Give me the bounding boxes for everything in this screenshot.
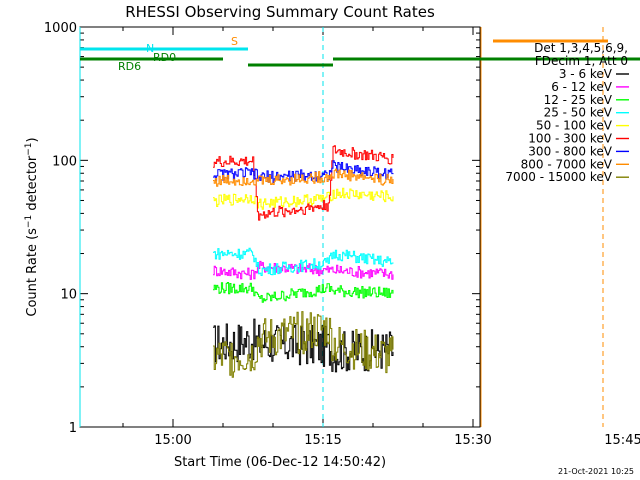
series-trace [213, 247, 394, 276]
series-50-100keV [213, 187, 394, 210]
y-tick-label: 10 [60, 288, 77, 303]
x-tick-label: 15:15 [304, 433, 341, 448]
rd0-label: RD0 [153, 51, 176, 64]
legend-label: 100 - 300 keV [528, 132, 612, 146]
saa-label: S [231, 35, 238, 48]
x-tick-label: 15:00 [154, 433, 191, 448]
x-axis-label: Start Time (06-Dec-12 14:50:42) [174, 455, 386, 470]
series-100-300keV [213, 145, 394, 221]
y-label-sup: −1 [24, 215, 34, 228]
plot-frame [79, 26, 481, 428]
y-axis-label: Count Rate (s−1 detector−1) [24, 137, 40, 316]
series-trace [213, 282, 394, 303]
chart-title: RHESSI Observing Summary Count Rates [125, 3, 435, 21]
series-trace [213, 145, 394, 221]
series-trace [213, 318, 394, 373]
y-label-text: detector [25, 155, 40, 215]
legend-label: 6 - 12 keV [551, 80, 613, 94]
legend-label: 3 - 6 keV [559, 67, 613, 81]
y-tick-label: 1000 [44, 21, 77, 36]
series-trace [213, 187, 394, 210]
legend-label: 50 - 100 keV [536, 119, 613, 133]
legend-label: 800 - 7000 keV [521, 157, 613, 171]
series-trace [213, 168, 394, 187]
series-3-6keV [213, 318, 394, 373]
series-12-25keV [213, 282, 394, 303]
legend-subtitle: FDecim 1, Att 0 [535, 54, 628, 68]
legend-title: Det 1,3,4,5,6,9, [534, 41, 628, 55]
night-label: N [146, 42, 154, 55]
series-7000-15000keV [213, 311, 394, 378]
series-6-12keV [213, 260, 394, 280]
y-label-text: ) [25, 137, 40, 142]
footer-timestamp: 21-Oct-2021 10:25 [558, 467, 634, 476]
legend-label: 12 - 25 keV [544, 93, 613, 107]
series-trace [213, 311, 394, 378]
series-800-7000keV [213, 168, 394, 187]
x-tick-label: 15:30 [454, 433, 491, 448]
legend-label: 25 - 50 keV [544, 106, 613, 120]
legend-label: 300 - 800 keV [528, 144, 612, 158]
series-25-50keV [213, 247, 394, 276]
y-label-text: Count Rate (s [25, 228, 40, 317]
x-tick-label: 15:45 [604, 433, 640, 448]
y-tick-label: 100 [52, 154, 77, 169]
y-label-sup: −1 [24, 142, 34, 155]
legend-label: 7000 - 15000 keV [505, 170, 612, 184]
rd6-label: RD6 [118, 60, 141, 73]
y-tick-label: 1 [69, 421, 77, 436]
